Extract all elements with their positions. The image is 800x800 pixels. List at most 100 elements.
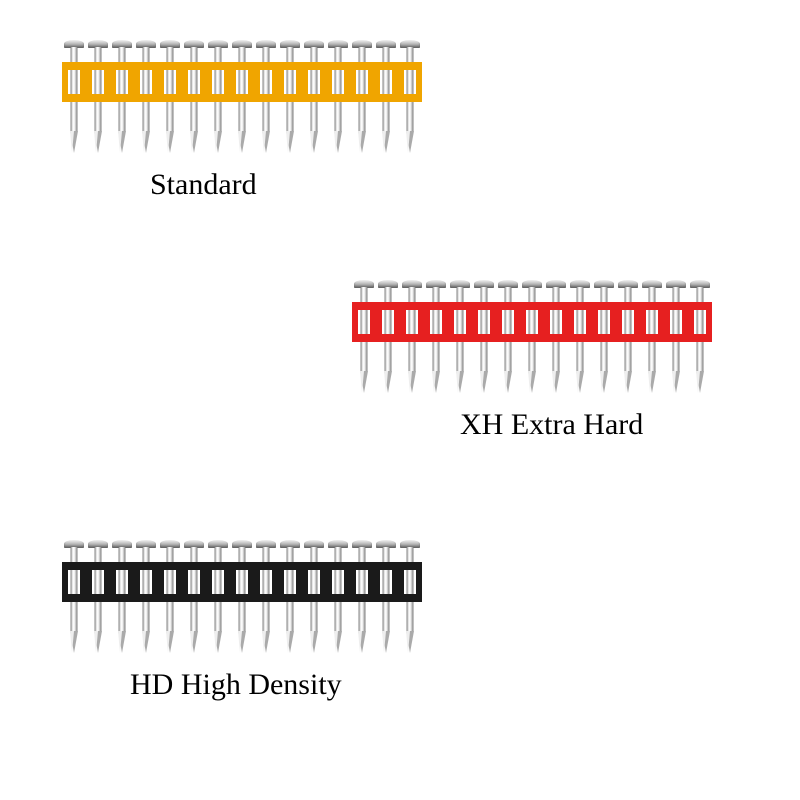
strip-segment-icon — [230, 62, 254, 102]
strip-segment-icon — [254, 562, 278, 602]
nail-tip-icon — [310, 131, 318, 153]
nail-tip-icon — [94, 131, 102, 153]
nail-tip-icon — [384, 371, 392, 393]
strip-segment-icon — [544, 302, 568, 342]
strip-segment-icon — [472, 302, 496, 342]
strip-segment-icon — [520, 302, 544, 342]
nail-tip-icon — [166, 631, 174, 653]
nail-tip-icon — [118, 631, 126, 653]
nail-tip-icon — [672, 371, 680, 393]
nail-tip-icon — [238, 631, 246, 653]
nail-tip-icon — [310, 631, 318, 653]
nail-tip-icon — [360, 371, 368, 393]
nail-tip-icon — [286, 631, 294, 653]
strip-segment-icon — [376, 302, 400, 342]
nail-tip-icon — [408, 371, 416, 393]
collation-strip-hd-high-density — [62, 562, 422, 602]
strip-segment-icon — [640, 302, 664, 342]
strip-segment-icon — [86, 62, 110, 102]
strip-segment-icon — [302, 62, 326, 102]
label-hd-high-density: HD High Density — [130, 668, 420, 702]
strip-segment-icon — [688, 302, 712, 342]
strip-segment-icon — [352, 302, 376, 342]
nail-tip-icon — [406, 631, 414, 653]
nail-tip-icon — [190, 631, 198, 653]
strip-segment-icon — [664, 302, 688, 342]
nail-tip-icon — [480, 371, 488, 393]
strip-segment-icon — [182, 62, 206, 102]
strip-segment-icon — [110, 62, 134, 102]
nail-tip-icon — [262, 631, 270, 653]
strip-segment-icon — [230, 562, 254, 602]
strip-segment-icon — [158, 562, 182, 602]
strip-segment-icon — [62, 562, 86, 602]
label-xh-extra-hard: XH Extra Hard — [460, 408, 710, 442]
label-standard: Standard — [150, 168, 420, 202]
nail-tip-icon — [382, 131, 390, 153]
nail-tip-icon — [214, 131, 222, 153]
nail-tip-icon — [358, 131, 366, 153]
strip-segment-icon — [326, 62, 350, 102]
strip-segment-icon — [206, 562, 230, 602]
nail-tip-icon — [70, 631, 78, 653]
nail-tip-icon — [334, 631, 342, 653]
nail-tip-icon — [432, 371, 440, 393]
strip-segment-icon — [448, 302, 472, 342]
strip-segment-icon — [616, 302, 640, 342]
nail-tip-icon — [552, 371, 560, 393]
strip-segment-icon — [424, 302, 448, 342]
nail-tip-icon — [528, 371, 536, 393]
nail-tip-icon — [406, 131, 414, 153]
nail-tip-icon — [94, 631, 102, 653]
nail-tip-icon — [70, 131, 78, 153]
nail-tip-icon — [504, 371, 512, 393]
nail-tip-icon — [118, 131, 126, 153]
strip-segment-icon — [350, 562, 374, 602]
strip-segment-icon — [254, 62, 278, 102]
strip-segment-icon — [398, 562, 422, 602]
nail-tip-icon — [624, 371, 632, 393]
nail-tip-icon — [648, 371, 656, 393]
nail-tip-icon — [142, 631, 150, 653]
nails-strip-xh-extra-hard — [350, 280, 710, 400]
strip-segment-icon — [86, 562, 110, 602]
collation-strip-xh-extra-hard — [352, 302, 712, 342]
strip-segment-icon — [350, 62, 374, 102]
strip-segment-icon — [134, 562, 158, 602]
strip-segment-icon — [206, 62, 230, 102]
strip-segment-icon — [398, 62, 422, 102]
strip-segment-icon — [400, 302, 424, 342]
strip-segment-icon — [302, 562, 326, 602]
strip-segment-icon — [278, 62, 302, 102]
nails-strip-standard — [60, 40, 420, 160]
strip-segment-icon — [568, 302, 592, 342]
strip-segment-icon — [496, 302, 520, 342]
nail-tip-icon — [696, 371, 704, 393]
nail-tip-icon — [382, 631, 390, 653]
nail-tip-icon — [214, 631, 222, 653]
nail-tip-icon — [166, 131, 174, 153]
strip-segment-icon — [158, 62, 182, 102]
nail-tip-icon — [262, 131, 270, 153]
nails-strip-hd-high-density — [60, 540, 420, 660]
strip-segment-icon — [374, 562, 398, 602]
strip-segment-icon — [182, 562, 206, 602]
nail-tip-icon — [334, 131, 342, 153]
product-xh-extra-hard: XH Extra Hard — [350, 280, 710, 442]
strip-segment-icon — [326, 562, 350, 602]
nail-tip-icon — [576, 371, 584, 393]
nail-tip-icon — [190, 131, 198, 153]
collation-strip-standard — [62, 62, 422, 102]
strip-segment-icon — [374, 62, 398, 102]
nail-tip-icon — [238, 131, 246, 153]
nail-tip-icon — [600, 371, 608, 393]
strip-segment-icon — [134, 62, 158, 102]
nail-tip-icon — [286, 131, 294, 153]
strip-segment-icon — [278, 562, 302, 602]
strip-segment-icon — [110, 562, 134, 602]
strip-segment-icon — [62, 62, 86, 102]
nail-tip-icon — [142, 131, 150, 153]
product-hd-high-density: HD High Density — [60, 540, 420, 702]
nail-tip-icon — [456, 371, 464, 393]
product-standard: Standard — [60, 40, 420, 202]
